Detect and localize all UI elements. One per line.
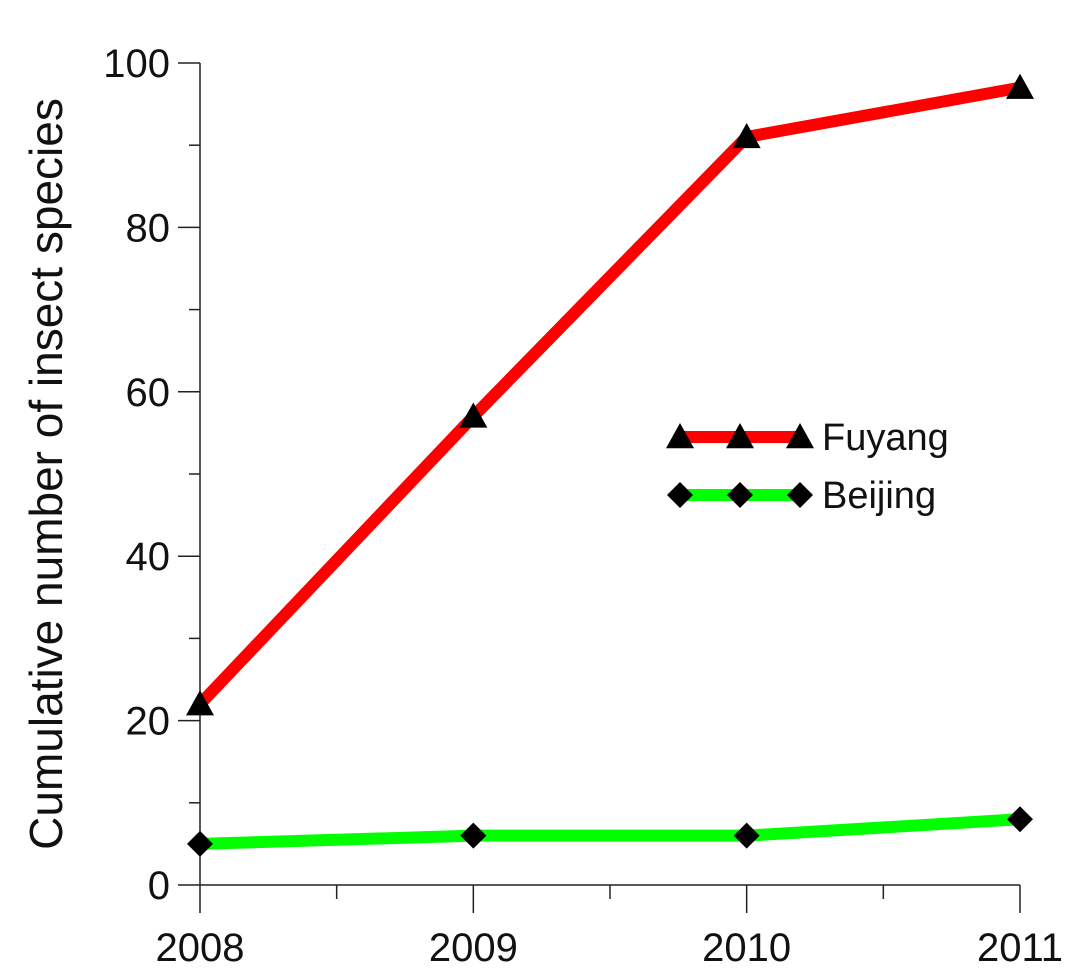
series-layer (186, 73, 1034, 857)
y-tick-label: 40 (126, 535, 171, 579)
x-tick-label: 2009 (429, 926, 518, 970)
legend-marker-beijing (667, 482, 693, 508)
data-point-beijing (733, 822, 760, 849)
y-tick-label: 100 (103, 42, 170, 86)
legend-marker-beijing (727, 482, 753, 508)
series-line-beijing (199, 813, 1021, 850)
data-point-beijing (187, 830, 213, 857)
legend-label-beijing: Beijing (822, 475, 936, 517)
legend-label-fuyang: Fuyang (822, 417, 949, 459)
x-tick-label: 2008 (156, 926, 245, 970)
axes: 0 20 40 60 80 100 2008 2009 2010 2011 (103, 42, 1063, 970)
data-point-beijing (460, 822, 487, 849)
y-tick-label: 0 (148, 864, 170, 908)
legend-marker-fuyang (786, 423, 814, 449)
data-point-fuyang (1006, 73, 1034, 99)
data-point-fuyang (459, 402, 488, 428)
y-tick-label: 20 (126, 700, 171, 744)
x-tick-label: 2011 (977, 926, 1063, 970)
series-line-fuyang (195, 81, 1022, 709)
x-tick-label: 2010 (702, 926, 791, 970)
y-tick-label: 60 (126, 371, 171, 415)
y-axis-title: Cumulative number of insect species (20, 98, 72, 850)
data-point-beijing (1007, 806, 1033, 833)
legend: Fuyang Beijing (666, 417, 949, 517)
data-point-fuyang (732, 122, 761, 149)
y-tick-label: 80 (126, 206, 171, 250)
legend-marker-beijing (787, 482, 813, 508)
legend-marker-fuyang (666, 423, 694, 449)
data-point-fuyang (186, 690, 214, 716)
legend-marker-fuyang (726, 423, 754, 449)
